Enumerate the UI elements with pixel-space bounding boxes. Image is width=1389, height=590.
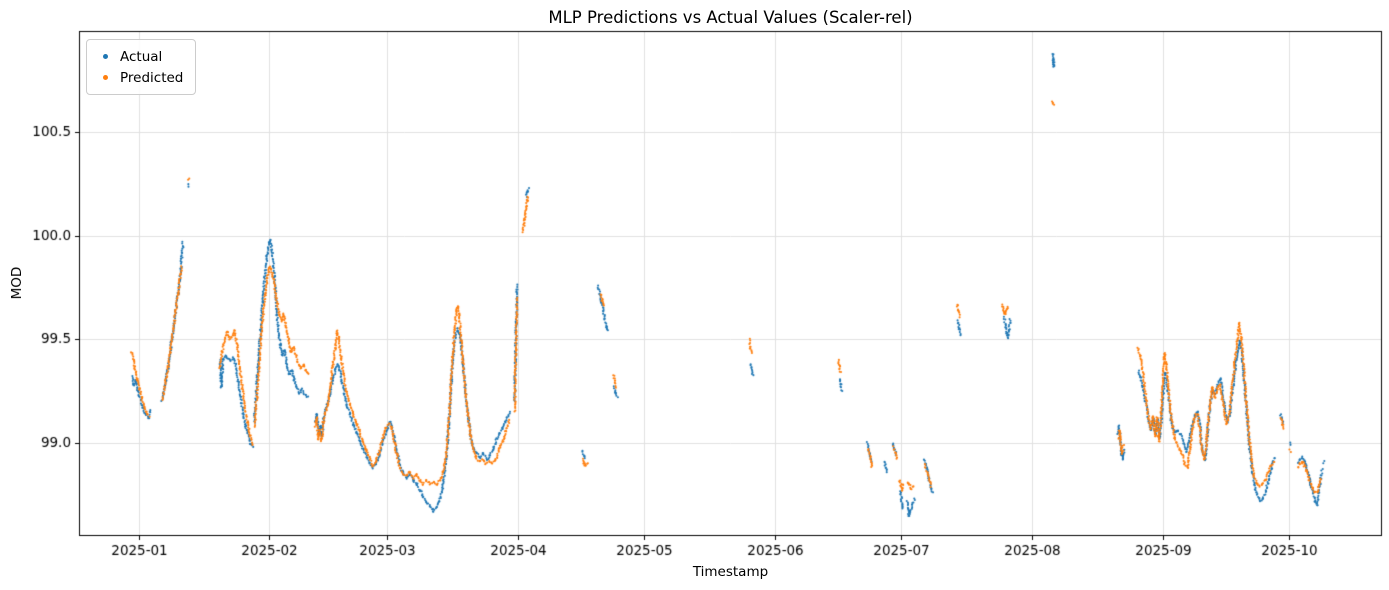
legend-entry-actual: Actual — [95, 46, 183, 67]
actual-marker-icon — [103, 54, 108, 59]
chart-title: MLP Predictions vs Actual Values (Scaler… — [548, 8, 913, 27]
legend-label-actual: Actual — [120, 48, 163, 65]
predicted-marker-icon — [103, 75, 108, 80]
legend-label-predicted: Predicted — [120, 69, 184, 86]
legend-entry-predicted: Predicted — [95, 67, 183, 88]
x-axis-label: Timestamp — [692, 564, 769, 580]
y-axis-label: MOD — [9, 266, 25, 300]
legend: Actual Predicted — [86, 39, 197, 95]
